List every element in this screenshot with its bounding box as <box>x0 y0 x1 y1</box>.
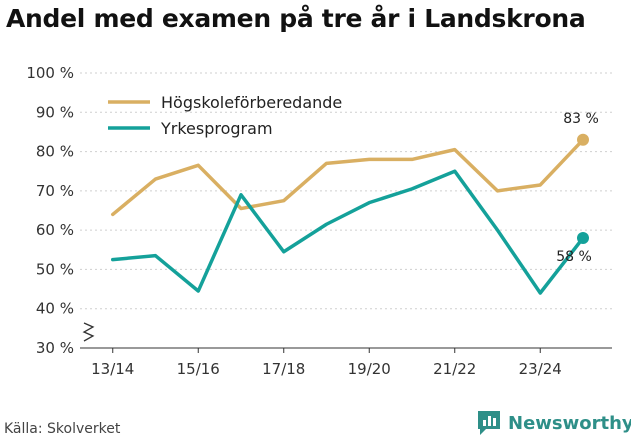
x-tick-label: 23/24 <box>519 360 562 378</box>
x-tick-label: 13/14 <box>91 360 134 378</box>
end-value-label: 83 % <box>563 111 599 127</box>
legend-label: Högskoleförberedande <box>161 93 342 112</box>
y-tick-label: 30 % <box>36 339 74 357</box>
x-axis-labels: 13/14 15/16 17/18 19/20 21/22 23/24 <box>91 348 562 378</box>
x-tick-label: 21/22 <box>433 360 476 378</box>
y-tick-label: 80 % <box>36 143 74 161</box>
newsworthy-logo-icon <box>478 411 500 435</box>
page-title: Andel med examen på tre år i Landskrona <box>6 4 586 33</box>
legend-label: Yrkesprogram <box>160 119 273 138</box>
series-line <box>111 169 585 295</box>
source-note: Källa: Skolverket <box>4 421 121 437</box>
series-lines <box>111 133 589 295</box>
x-tick-label: 19/20 <box>348 360 391 378</box>
grid-lines <box>80 72 612 349</box>
brand-name: Newsworthy <box>508 412 631 434</box>
axis-break-zigzag <box>82 322 95 342</box>
y-tick-label: 70 % <box>36 182 74 200</box>
y-tick-label: 40 % <box>36 300 74 318</box>
x-tick-label: 15/16 <box>177 360 220 378</box>
series-end-point <box>577 133 589 146</box>
y-tick-label: 50 % <box>36 260 74 278</box>
y-tick-label: 90 % <box>36 103 74 121</box>
end-labels: 83 % 58 % <box>556 111 599 265</box>
axis-break-mark <box>82 322 95 342</box>
series-end-point <box>577 232 589 244</box>
end-value-label: 58 % <box>556 249 592 265</box>
y-tick-label: 60 % <box>36 221 74 239</box>
y-axis-labels: 30 % 40 % 50 % 60 % 70 % 80 % 90 % 100 % <box>26 64 74 357</box>
x-tick-label: 17/18 <box>262 360 305 378</box>
y-tick-label: 100 % <box>26 64 74 82</box>
brand-logo: Newsworthy <box>476 408 631 438</box>
legend: Högskoleförberedande Yrkesprogram <box>108 93 342 138</box>
series-line <box>111 138 585 217</box>
